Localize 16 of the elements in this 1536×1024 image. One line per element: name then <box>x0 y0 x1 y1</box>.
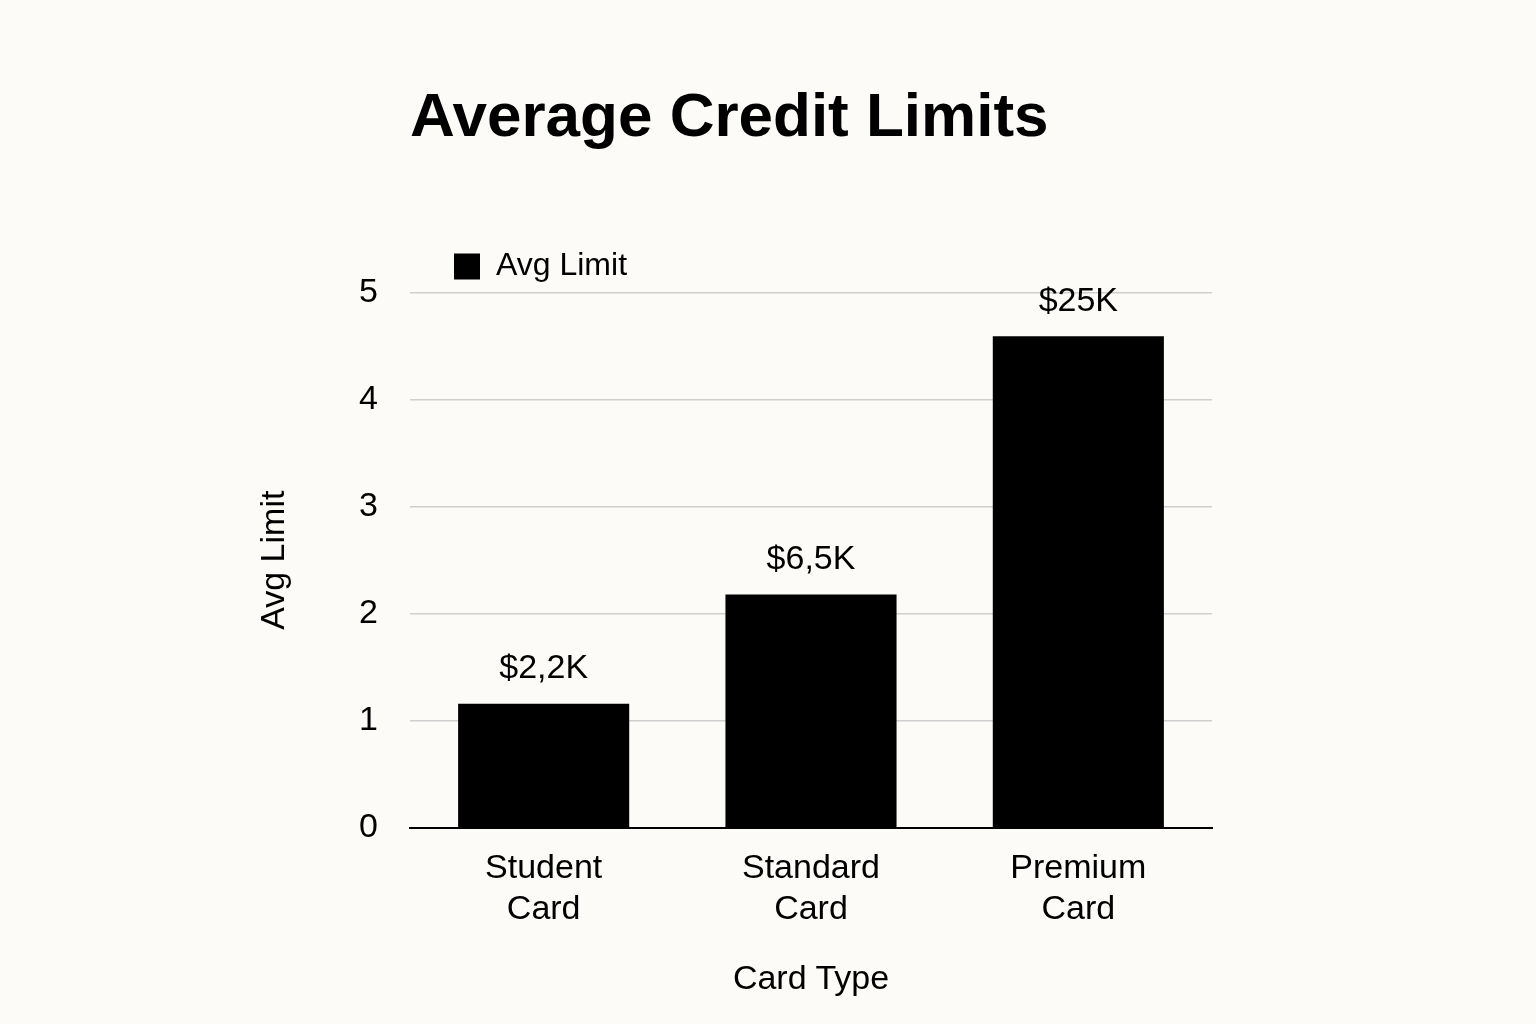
annotation: $6,5K <box>766 537 856 576</box>
x-axis-title: Card Type <box>732 957 890 996</box>
chart-title: Average Credit Limits <box>410 80 1049 150</box>
x-tick-label: Student Card <box>485 846 603 926</box>
y-tick-label: 2 <box>359 592 378 631</box>
x-tick-label: Premium Card <box>1010 846 1147 926</box>
y-tick-label: 4 <box>359 377 378 416</box>
annotation: $25K <box>1038 279 1119 318</box>
annotation: $2,2K <box>499 647 589 686</box>
y-tick-label: 1 <box>359 699 378 738</box>
y-axis-title: Avg Limit <box>252 490 291 630</box>
x-tick-label: Standard Card <box>742 846 880 926</box>
y-tick-label: 5 <box>359 270 378 309</box>
y-tick-label: 3 <box>359 485 378 524</box>
y-tick-label: 0 <box>359 806 378 845</box>
legend-label: Avg Limit <box>496 246 628 283</box>
